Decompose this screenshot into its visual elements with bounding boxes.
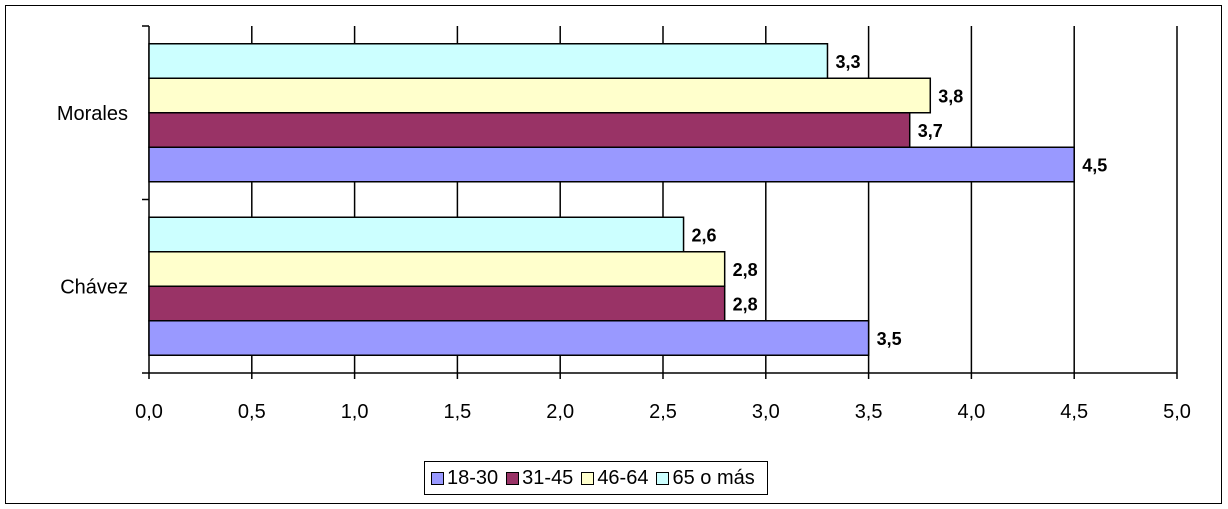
bar xyxy=(148,146,1075,183)
x-tick-label: 3,0 xyxy=(752,401,780,423)
data-label: 4,5 xyxy=(1082,156,1107,176)
legend-swatch xyxy=(506,471,520,485)
x-tick-label: 1,0 xyxy=(341,401,369,423)
data-label: 2,6 xyxy=(692,226,717,246)
x-tick-label: 4,5 xyxy=(1060,401,1088,423)
legend-label: 18-30 xyxy=(447,466,499,489)
legend-item: 46-64 xyxy=(581,467,648,490)
x-tick-label: 0,0 xyxy=(135,401,163,423)
data-label: 3,7 xyxy=(918,121,943,141)
legend-label: 31-45 xyxy=(522,466,574,489)
bar xyxy=(148,77,932,114)
category-label: Chávez xyxy=(60,276,128,298)
bar xyxy=(148,43,829,79)
bar xyxy=(148,251,726,287)
bar xyxy=(148,285,726,322)
category-label: Morales xyxy=(57,103,128,125)
x-tick-label: 3,5 xyxy=(855,401,883,423)
data-label: 2,8 xyxy=(733,260,758,280)
bar xyxy=(148,320,870,356)
legend-label: 65 o más xyxy=(672,466,755,489)
legend-label: 46-64 xyxy=(597,466,649,489)
legend-swatch xyxy=(656,471,670,485)
data-label: 3,5 xyxy=(877,329,902,349)
legend-item: 65 o más xyxy=(656,466,755,490)
bar xyxy=(148,216,685,253)
x-tick-label: 1,5 xyxy=(443,401,471,423)
legend-swatch xyxy=(581,471,595,485)
x-tick-label: 2,0 xyxy=(546,401,574,423)
x-tick-label: 5,0 xyxy=(1163,401,1191,423)
data-label: 3,8 xyxy=(938,87,963,107)
legend-swatch xyxy=(431,471,444,485)
data-label: 3,3 xyxy=(835,52,860,72)
data-label: 2,8 xyxy=(733,295,758,315)
x-tick-label: 0,5 xyxy=(238,401,266,423)
legend-item: 31-45 xyxy=(506,467,573,490)
legend-item: 18-30 xyxy=(431,467,498,490)
x-tick-label: 4,0 xyxy=(957,401,985,423)
legend: 18-30 31-45 46-64 65 o más xyxy=(424,461,768,495)
bar xyxy=(148,112,911,148)
x-tick-label: 2,5 xyxy=(649,401,677,423)
